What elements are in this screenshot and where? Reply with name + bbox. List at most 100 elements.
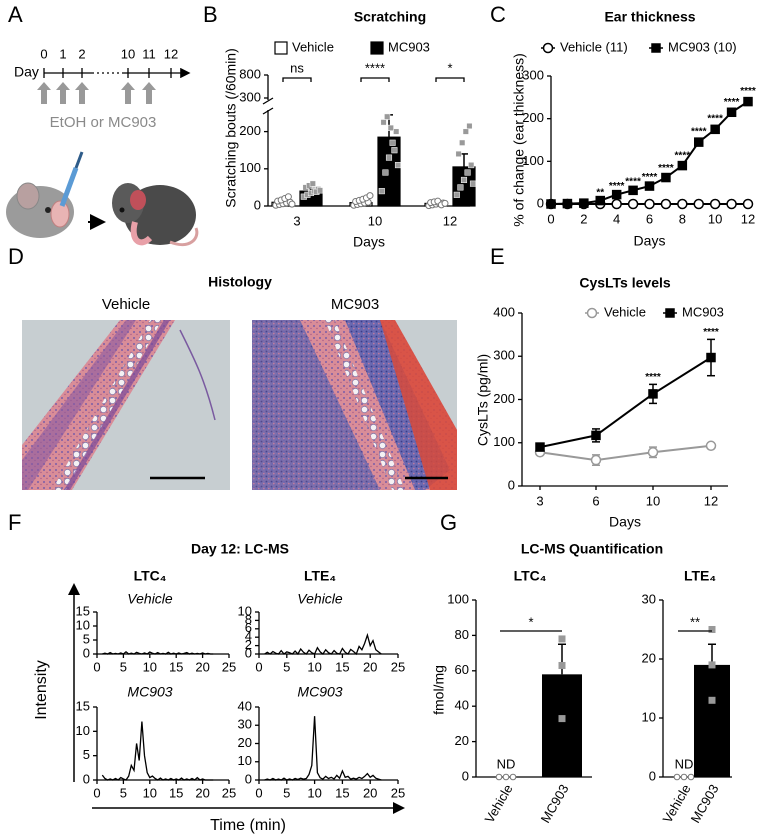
marker [710, 124, 720, 135]
legend-swatch [274, 41, 288, 55]
chart-subtitle: MC903 [127, 684, 172, 700]
significance: **** [365, 60, 385, 75]
x-tick-label: 20 [195, 785, 209, 800]
data-point [385, 154, 393, 161]
y-tick-label: 300 [493, 348, 515, 363]
y-tick-label: 100 [239, 160, 261, 175]
x-tick-label: 5 [120, 659, 127, 674]
day-label: 0 [40, 46, 47, 61]
data-point [468, 162, 475, 169]
panel-letter: A [8, 2, 23, 27]
legend-marker [651, 43, 661, 53]
marker [627, 198, 639, 210]
marker [628, 185, 638, 196]
chart-title: CysLTs levels [579, 275, 671, 291]
marker [742, 198, 754, 210]
y-tick-label: 200 [239, 123, 261, 138]
x-tick-label: 12 [741, 211, 755, 226]
y-tick-label: 30 [642, 591, 656, 606]
marker [591, 430, 601, 441]
marker [644, 181, 655, 191]
x-tick-label: 3 [293, 213, 300, 228]
y-tick-label: 10 [76, 723, 90, 738]
y-tick-label: 300 [239, 89, 261, 104]
significance: **** [658, 163, 674, 174]
legend-marker [586, 307, 598, 319]
histology-image-mc903 [252, 320, 457, 490]
x-tick-label: 15 [335, 659, 349, 674]
legend-label: Vehicle [604, 304, 646, 319]
marker [546, 199, 556, 209]
data-point [466, 122, 473, 130]
y-tick-label: 300 [522, 67, 544, 82]
chart-subtitle: Vehicle [297, 591, 343, 607]
marker [595, 195, 605, 206]
y-axis-label: % of change (ear thickness) [511, 53, 527, 227]
data-point [288, 200, 296, 208]
data-point [460, 176, 468, 184]
x-tick-label: 3 [536, 493, 543, 508]
significance: **** [703, 327, 719, 338]
x-tick-label: 10 [307, 659, 321, 674]
day-label: 11 [142, 46, 156, 61]
marker [611, 189, 622, 200]
x-tick-label: 10 [143, 659, 157, 674]
panel-letter: F [8, 510, 21, 535]
line [264, 716, 382, 781]
marker [535, 442, 545, 452]
x-tick-label: 10 [368, 213, 382, 228]
significance: * [447, 60, 452, 75]
y-tick-label: 80 [455, 627, 469, 642]
day-ticks: 0 1 2 10 11 12 [40, 46, 178, 78]
y-tick-label: 0 [245, 645, 252, 660]
x-tick-label: 25 [222, 785, 236, 800]
marker [706, 352, 716, 363]
x-tick-label: 15 [169, 785, 183, 800]
marker [644, 198, 655, 210]
data-point [393, 128, 400, 135]
x-tick-label: 25 [391, 785, 405, 800]
marker [590, 454, 602, 466]
y-tick-label: 40 [238, 698, 252, 713]
panel-letter: G [440, 510, 457, 535]
x-tick-label: 25 [391, 659, 405, 674]
x-tick-label: 0 [255, 659, 262, 674]
significance: * [528, 614, 533, 629]
marker [660, 198, 672, 210]
chart-title: LTE₄ [684, 568, 716, 584]
y-tick-label: 100 [493, 434, 515, 449]
marker [648, 389, 658, 399]
x-axis-label: Days [634, 233, 666, 249]
y-tick-label: 0 [83, 771, 90, 786]
marker [661, 172, 671, 183]
line [264, 632, 382, 656]
x-tick-label: 2 [580, 211, 587, 226]
significance: ** [596, 187, 604, 198]
significance-bracket [360, 77, 390, 82]
y-tick-label: 60 [455, 662, 469, 677]
x-tick-label: 10 [307, 785, 321, 800]
significance: **** [645, 372, 661, 383]
data-point [380, 119, 387, 126]
mouse-illustration [6, 151, 199, 247]
treatment-arrows [37, 82, 156, 104]
chart-title: LTE₄ [304, 568, 336, 584]
line [102, 650, 214, 655]
y-tick-label: 0 [462, 768, 469, 783]
y-tick-label: 5 [83, 747, 90, 762]
x-tick-label: 10 [143, 785, 157, 800]
data-point [455, 150, 462, 157]
marker [743, 96, 753, 107]
legend-label: MC903 [682, 304, 724, 319]
legend-label: Vehicle (11) [560, 39, 628, 54]
x-tick-label: 4 [613, 211, 620, 226]
x-tick-label: 0 [547, 211, 554, 226]
marker [647, 447, 659, 458]
treatment-label: EtOH or MC903 [50, 114, 157, 131]
legend-marker [665, 308, 675, 318]
x-tick-label: 12 [704, 493, 718, 508]
marker [677, 198, 688, 210]
legend-label: Vehicle [292, 39, 334, 54]
axis-break [262, 107, 274, 115]
day-label: 1 [59, 46, 66, 61]
